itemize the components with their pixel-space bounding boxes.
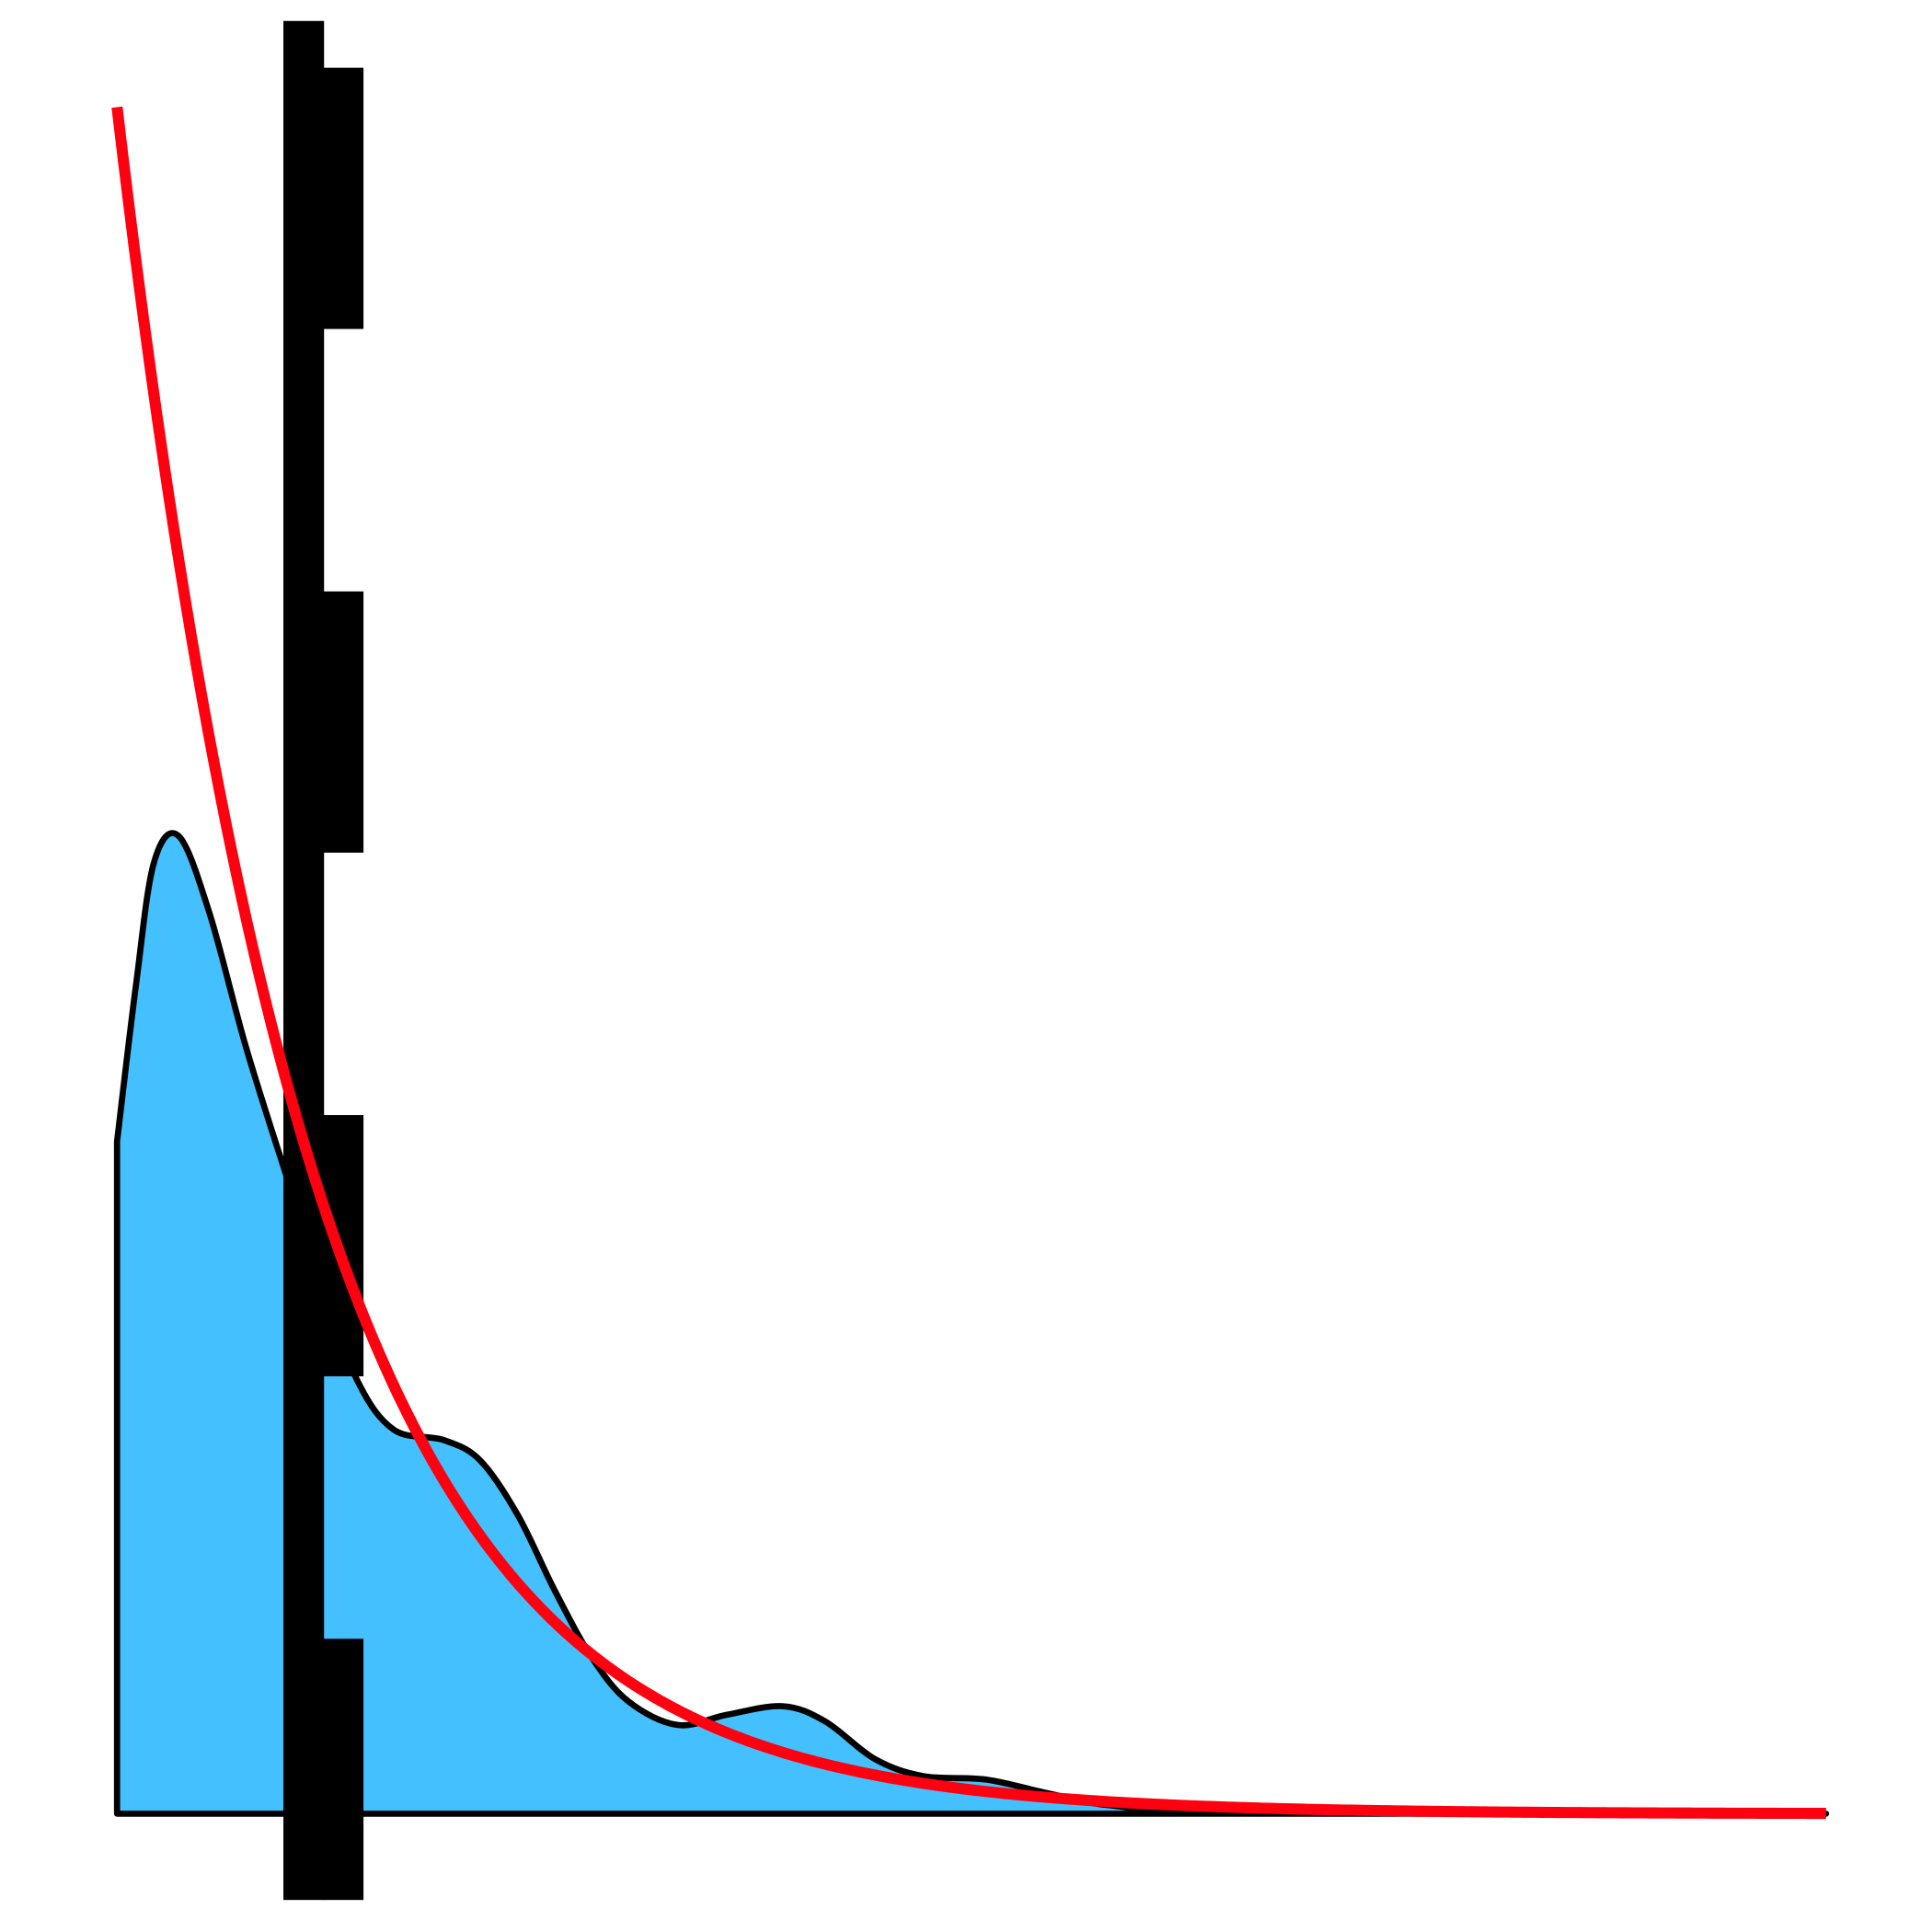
black-bar-segment-2 (322, 591, 364, 853)
black-bar-segment-4 (322, 1639, 364, 1901)
exponential-line-layer (111, 106, 1826, 1820)
density-area-layer (113, 830, 1830, 1817)
density-fill (117, 833, 1826, 1814)
black-bar-segment-1 (322, 67, 364, 329)
black-bars-layer (283, 20, 364, 1901)
black-bar-main (283, 20, 325, 1901)
exponential-line (111, 106, 1826, 1820)
black-bar-segment-3 (322, 1115, 364, 1376)
